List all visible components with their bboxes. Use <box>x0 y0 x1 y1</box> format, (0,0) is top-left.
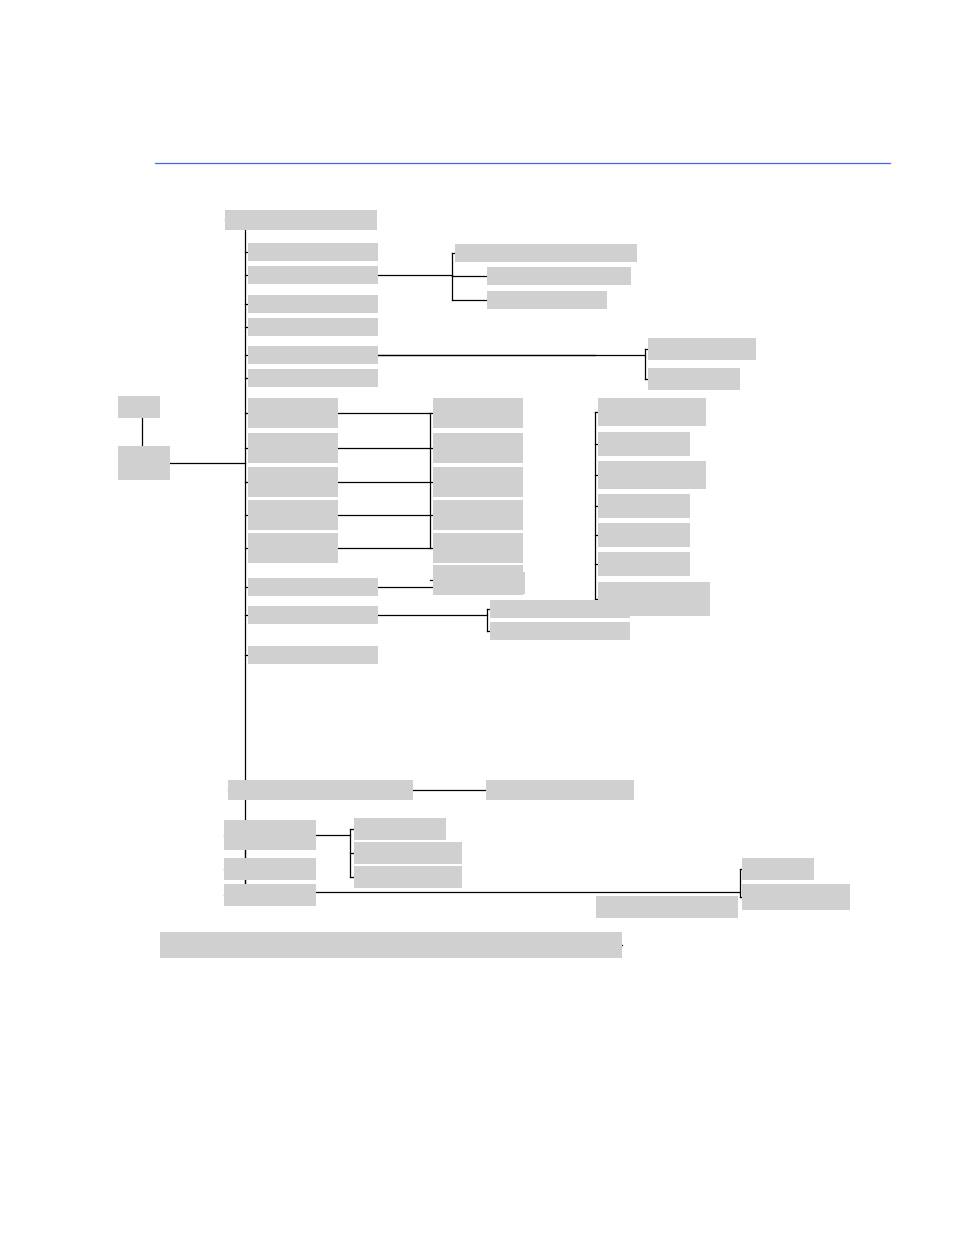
Bar <box>248 578 377 597</box>
Bar <box>598 552 689 576</box>
Bar <box>598 582 709 616</box>
Bar <box>490 600 629 618</box>
Bar <box>248 500 337 530</box>
Bar <box>248 266 377 284</box>
Bar <box>228 781 413 800</box>
Bar <box>647 368 740 390</box>
Bar <box>598 522 689 547</box>
Bar <box>490 622 629 640</box>
Bar <box>596 897 738 918</box>
Bar <box>248 295 377 312</box>
Bar <box>118 446 170 480</box>
Bar <box>354 818 446 840</box>
Bar <box>225 210 376 230</box>
Bar <box>248 346 377 364</box>
Bar <box>741 858 813 881</box>
Bar <box>598 494 689 517</box>
Bar <box>433 467 522 496</box>
Bar <box>248 369 377 387</box>
Bar <box>486 291 606 309</box>
Bar <box>248 534 337 563</box>
Bar <box>248 243 377 261</box>
Bar <box>485 781 634 800</box>
Bar <box>598 432 689 456</box>
Bar <box>118 396 160 417</box>
Bar <box>647 338 755 359</box>
Bar <box>433 398 522 429</box>
Bar <box>224 884 315 906</box>
Bar <box>741 884 849 910</box>
Bar <box>248 398 337 429</box>
Bar <box>486 267 630 285</box>
Bar <box>354 842 461 864</box>
Bar <box>248 467 337 496</box>
Bar <box>433 500 522 530</box>
Bar <box>455 245 637 262</box>
Bar <box>224 858 315 881</box>
Bar <box>248 606 377 624</box>
Bar <box>248 317 377 336</box>
Bar <box>598 398 705 426</box>
Bar <box>160 932 621 958</box>
Bar <box>248 646 377 664</box>
Bar <box>433 534 522 563</box>
Bar <box>433 433 522 463</box>
Bar <box>598 461 705 489</box>
Bar <box>433 564 522 595</box>
Bar <box>248 433 337 463</box>
Bar <box>224 820 315 850</box>
Bar <box>354 866 461 888</box>
Bar <box>433 572 524 594</box>
